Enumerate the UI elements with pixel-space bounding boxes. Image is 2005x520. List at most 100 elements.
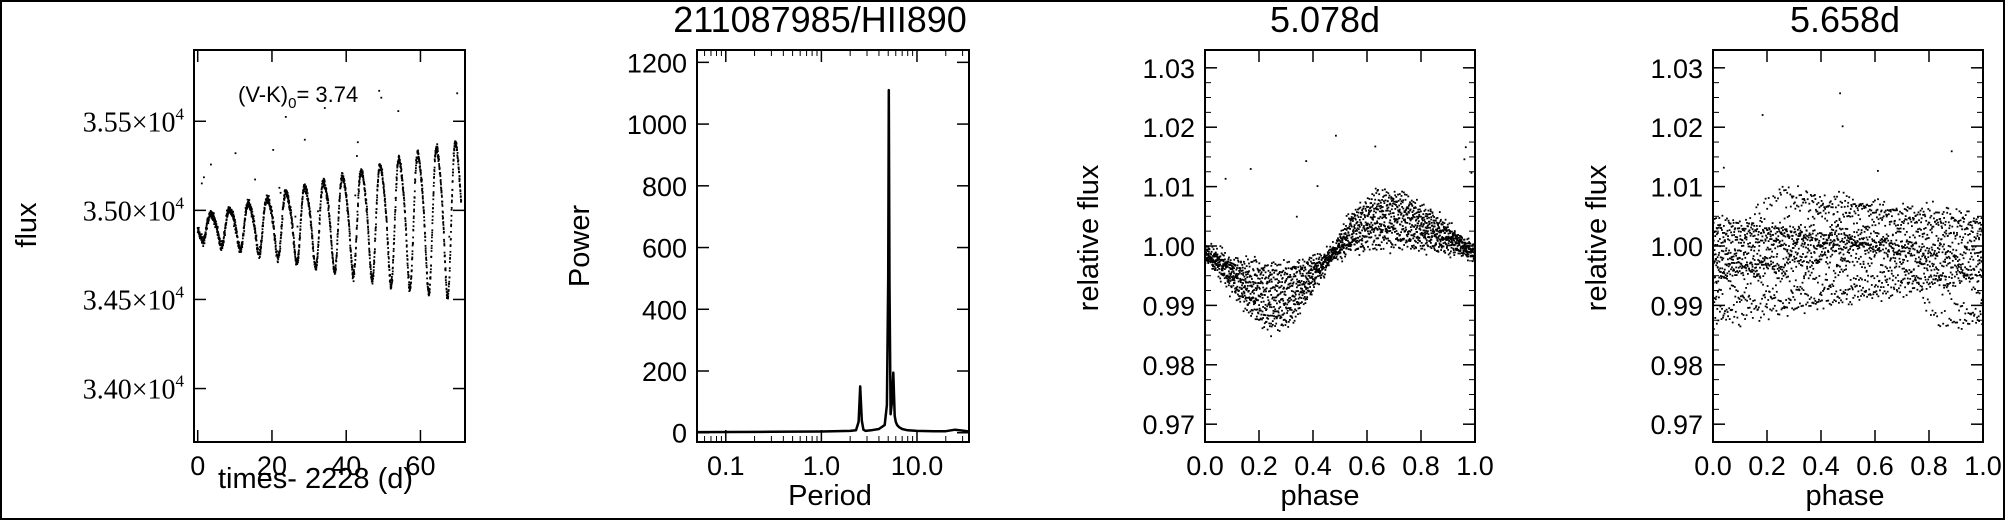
- data-point: [1727, 252, 1730, 254]
- data-point: [1229, 264, 1231, 266]
- data-point: [1239, 277, 1242, 280]
- data-point: [1366, 214, 1369, 217]
- data-point: [1250, 261, 1253, 263]
- data-point: [1359, 201, 1362, 204]
- data-point: [1381, 209, 1383, 212]
- data-point: [441, 215, 444, 217]
- data-point: [228, 208, 231, 210]
- data-point: [1242, 286, 1245, 289]
- data-point: [1762, 267, 1765, 270]
- data-point: [394, 218, 396, 221]
- data-point: [1861, 237, 1863, 240]
- data-point: [1268, 275, 1270, 277]
- data-point: [1423, 219, 1426, 221]
- data-point: [1232, 275, 1235, 277]
- data-point: [274, 238, 277, 241]
- data-point: [1360, 211, 1362, 214]
- data-point: [1375, 192, 1378, 194]
- data-point: [1287, 301, 1290, 304]
- data-point: [1347, 248, 1350, 251]
- data-point: [1216, 253, 1219, 256]
- data-point: [400, 166, 402, 169]
- data-point: [280, 227, 283, 230]
- data-point: [312, 248, 314, 250]
- data-point: [1340, 241, 1342, 244]
- data-point: [1351, 212, 1354, 215]
- data-point: [1253, 289, 1255, 291]
- data-point: [1796, 253, 1799, 256]
- data-point: [395, 186, 398, 189]
- data-point: [1393, 217, 1396, 220]
- data-point: [310, 232, 313, 235]
- data-point: [375, 202, 378, 205]
- data-point: [1267, 277, 1270, 279]
- data-point: [1265, 276, 1267, 279]
- data-point: [1301, 266, 1304, 269]
- data-point: [1425, 227, 1428, 230]
- data-point: [1224, 177, 1227, 180]
- data-point: [263, 211, 266, 213]
- data-point: [404, 224, 407, 227]
- data-point: [1348, 227, 1350, 229]
- data-point: [1342, 229, 1344, 231]
- data-point: [1824, 251, 1826, 254]
- data-point: [384, 208, 387, 210]
- data-point: [1341, 239, 1343, 242]
- data-point: [420, 172, 422, 174]
- data-point: [1276, 302, 1278, 305]
- data-point: [1440, 249, 1442, 251]
- data-point: [1265, 264, 1268, 267]
- data-point: [1251, 309, 1254, 312]
- data-point: [1265, 287, 1268, 290]
- data-point: [1233, 267, 1235, 270]
- data-point: [414, 171, 417, 174]
- data-point: [1271, 314, 1274, 317]
- data-point: [1353, 243, 1356, 246]
- data-point: [1961, 254, 1964, 257]
- data-point: [394, 209, 397, 211]
- data-point: [1304, 268, 1307, 271]
- data-point: [374, 233, 377, 236]
- data-point: [407, 276, 410, 278]
- data-point: [301, 203, 303, 205]
- data-point: [1810, 256, 1813, 258]
- data-point: [1264, 307, 1266, 309]
- data-point: [1396, 221, 1398, 224]
- data-point: [283, 202, 285, 205]
- data-point: [1434, 249, 1436, 251]
- data-point: [1373, 239, 1376, 242]
- data-point: [1244, 285, 1246, 287]
- data-point: [1916, 249, 1919, 252]
- data-point: [1452, 232, 1455, 234]
- data-point: [226, 215, 229, 218]
- data-point: [1886, 237, 1888, 240]
- data-point: [453, 155, 455, 157]
- data-point: [1383, 221, 1386, 224]
- data-point: [343, 179, 346, 182]
- data-point: [372, 277, 374, 280]
- data-point: [1446, 245, 1448, 248]
- data-point: [1391, 226, 1394, 228]
- data-point: [459, 185, 462, 188]
- data-point: [254, 178, 256, 181]
- data-point: [1392, 202, 1394, 205]
- data-point: [1426, 213, 1429, 216]
- data-point: [433, 169, 436, 171]
- data-point: [251, 208, 253, 211]
- data-point: [391, 270, 394, 273]
- data-point: [1456, 242, 1459, 245]
- data-point: [334, 271, 337, 274]
- data-point: [1452, 237, 1455, 240]
- data-point: [1297, 301, 1300, 304]
- data-point: [316, 255, 319, 258]
- data-point: [268, 202, 271, 205]
- data-point: [1465, 247, 1467, 250]
- data-point: [421, 184, 424, 187]
- data-point: [1359, 221, 1362, 224]
- data-point: [423, 225, 426, 228]
- data-point: [1315, 267, 1318, 269]
- data-point: [379, 169, 382, 171]
- data-point: [243, 225, 245, 228]
- data-point: [1378, 199, 1381, 202]
- data-point: [347, 215, 350, 218]
